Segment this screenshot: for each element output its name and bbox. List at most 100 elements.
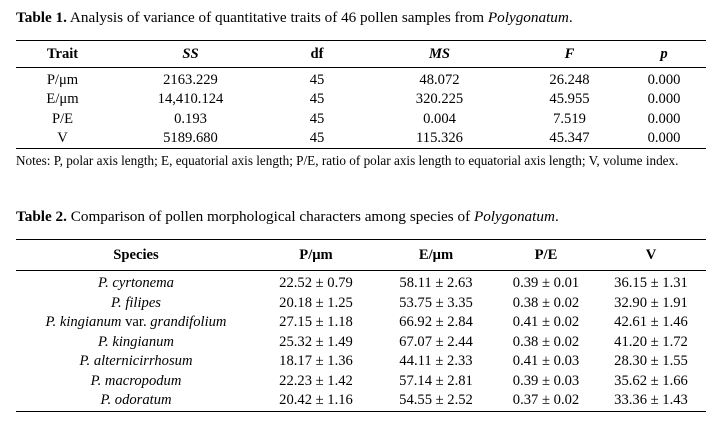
col-header-ss: SS — [109, 40, 272, 68]
cell-v: 32.90 ± 1.91 — [614, 294, 688, 311]
col-header-trait: Trait — [16, 40, 109, 68]
cell-v: 28.30 ± 1.55 — [614, 353, 688, 370]
table2-caption-end: . — [554, 208, 559, 225]
species-name: P. macropodum — [90, 372, 182, 389]
cell-p: 20.18 ± 1.25 — [279, 294, 353, 311]
anova-table: Trait SS df MS F p P/μm 2163.229 45 48.0… — [16, 40, 706, 149]
cell-e: 66.92 ± 2.84 — [399, 314, 473, 331]
table1-label: Table 1. — [16, 9, 67, 26]
cell-ms: 115.326 — [416, 129, 463, 146]
cell-e: 44.11 ± 2.33 — [399, 353, 473, 370]
cell-ms: 48.072 — [419, 72, 460, 89]
cell-df: 45 — [309, 129, 325, 146]
cell-e: 58.11 ± 2.63 — [399, 275, 473, 292]
species-name: P. filipes — [110, 294, 161, 311]
table2-caption: Table 2. Comparison of pollen morphologi… — [16, 208, 559, 226]
cell-ss: 2163.229 — [163, 72, 218, 89]
col-header-ms: MS — [362, 40, 517, 68]
cell-e: 53.75 ± 3.35 — [399, 294, 473, 311]
morphology-table: Species P/μm E/μm P/E V P. cyrtonema 22.… — [16, 239, 706, 412]
species-name: P. cyrtonema — [98, 275, 174, 292]
cell-trait: V — [57, 129, 68, 146]
cell-pe: 0.38 ± 0.02 — [512, 294, 580, 311]
table-row: P. macropodum 22.23 ± 1.42 57.14 ± 2.81 … — [16, 372, 706, 392]
table-row: P. alternicirrhosum 18.17 ± 1.36 44.11 ±… — [16, 352, 706, 372]
cell-pe: 0.37 ± 0.02 — [512, 392, 580, 409]
species-name: P. odoratum — [100, 392, 172, 409]
species-infraspecific: grandifolium — [150, 314, 227, 331]
table1-notes: Notes: P, polar axis length; E, equatori… — [16, 153, 679, 168]
cell-p: 27.15 ± 1.18 — [279, 314, 353, 331]
cell-f: 7.519 — [553, 110, 586, 127]
cell-df: 45 — [309, 72, 325, 89]
col-header-e: E/μm — [376, 239, 496, 271]
table2-caption-genus: Polygonatum — [473, 208, 555, 225]
table1-caption: Table 1. Analysis of variance of quantit… — [16, 9, 573, 27]
table2-label: Table 2. — [16, 208, 67, 225]
table1-caption-genus: Polygonatum — [487, 9, 569, 26]
table2-caption-text: Comparison of pollen morphological chara… — [66, 208, 474, 225]
table-row: V 5189.680 45 115.326 45.347 0.000 — [16, 129, 706, 149]
cell-trait: P/E — [51, 110, 74, 127]
cell-ss: 0.193 — [174, 110, 207, 127]
cell-pe: 0.41 ± 0.03 — [512, 353, 580, 370]
cell-f: 26.248 — [549, 72, 590, 89]
cell-trait: P/μm — [46, 72, 79, 89]
cell-species: P. alternicirrhosum — [16, 352, 256, 372]
table-row: E/μm 14,410.124 45 320.225 45.955 0.000 — [16, 90, 706, 109]
table-header-row: Trait SS df MS F p — [16, 40, 706, 68]
cell-pe: 0.39 ± 0.01 — [512, 275, 580, 292]
table1-caption-end: . — [568, 9, 573, 26]
cell-v: 33.36 ± 1.43 — [614, 392, 688, 409]
species-rank: var. — [121, 314, 151, 331]
cell-p: 0.000 — [647, 110, 681, 127]
cell-v: 35.62 ± 1.66 — [614, 372, 688, 389]
cell-pe: 0.38 ± 0.02 — [512, 333, 580, 350]
table-row: P. filipes 20.18 ± 1.25 53.75 ± 3.35 0.3… — [16, 294, 706, 314]
cell-e: 54.55 ± 2.52 — [399, 392, 473, 409]
cell-p: 0.000 — [647, 72, 681, 89]
cell-p: 25.32 ± 1.49 — [279, 333, 353, 350]
cell-p: 0.000 — [647, 129, 681, 146]
table1-caption-text: Analysis of variance of quantitative tra… — [66, 9, 488, 26]
col-header-v: V — [596, 239, 706, 271]
cell-f: 45.955 — [549, 91, 590, 108]
cell-v: 42.61 ± 1.46 — [614, 314, 688, 331]
cell-e: 67.07 ± 2.44 — [399, 333, 473, 350]
table-header-row: Species P/μm E/μm P/E V — [16, 239, 706, 271]
col-header-f: F — [517, 40, 622, 68]
cell-p: 20.42 ± 1.16 — [279, 392, 353, 409]
cell-species: P. odoratum — [16, 391, 256, 411]
cell-e: 57.14 ± 2.81 — [399, 372, 473, 389]
col-header-pe: P/E — [496, 239, 596, 271]
col-header-p: p — [622, 40, 706, 68]
cell-f: 45.347 — [549, 129, 590, 146]
cell-ss: 5189.680 — [163, 129, 218, 146]
col-header-df: df — [272, 40, 362, 68]
cell-species: P. kingianum var. grandifolium — [16, 313, 256, 333]
table-row: P/E 0.193 45 0.004 7.519 0.000 — [16, 110, 706, 129]
cell-species: P. cyrtonema — [16, 271, 256, 294]
cell-pe: 0.39 ± 0.03 — [512, 372, 580, 389]
cell-ms: 320.225 — [415, 91, 464, 108]
table-row: P. cyrtonema 22.52 ± 0.79 58.11 ± 2.63 0… — [16, 271, 706, 294]
cell-ss: 14,410.124 — [157, 91, 224, 108]
cell-v: 41.20 ± 1.72 — [614, 333, 688, 350]
cell-pe: 0.41 ± 0.02 — [512, 314, 580, 331]
cell-species: P. kingianum — [16, 333, 256, 353]
col-header-species: Species — [16, 239, 256, 271]
cell-p: 22.23 ± 1.42 — [279, 372, 353, 389]
cell-df: 45 — [309, 110, 325, 127]
cell-v: 36.15 ± 1.31 — [614, 275, 688, 292]
cell-species: P. filipes — [16, 294, 256, 314]
cell-p: 0.000 — [647, 91, 681, 108]
cell-p: 18.17 ± 1.36 — [279, 353, 353, 370]
cell-ms: 0.004 — [423, 110, 456, 127]
cell-p: 22.52 ± 0.79 — [279, 275, 353, 292]
cell-trait: E/μm — [46, 91, 79, 108]
species-name: P. kingianum — [98, 333, 174, 350]
col-header-p: P/μm — [256, 239, 376, 271]
table-row: P. odoratum 20.42 ± 1.16 54.55 ± 2.52 0.… — [16, 391, 706, 411]
table-row: P/μm 2163.229 45 48.072 26.248 0.000 — [16, 68, 706, 91]
table-row: P. kingianum var. grandifolium 27.15 ± 1… — [16, 313, 706, 333]
